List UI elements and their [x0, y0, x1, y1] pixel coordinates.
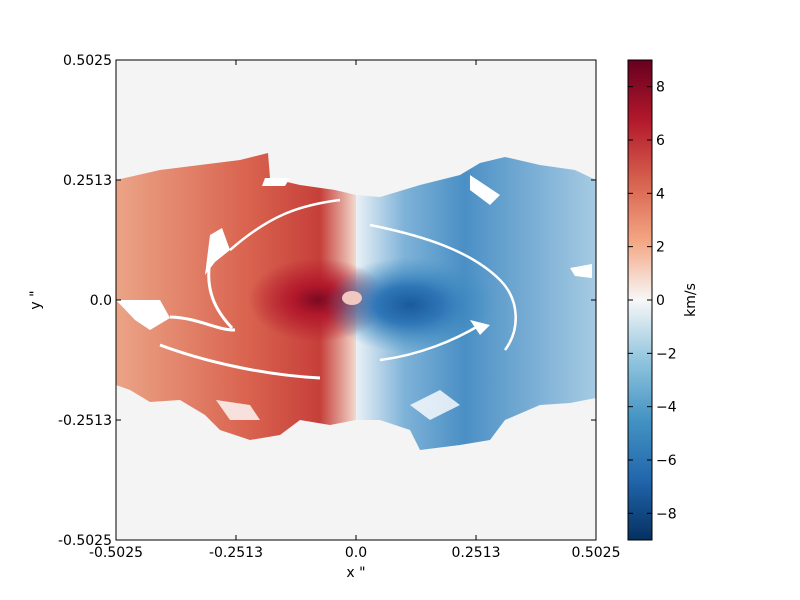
colorbar-ticks: 8 6 4 2 0 −2 −4 −6 −8 [628, 80, 677, 522]
y-tick-label: 0.0 [90, 293, 112, 309]
blueshifted-core [325, 257, 495, 353]
colorbar-tick-label: 0 [656, 293, 665, 309]
x-axis-ticks: -0.5025 -0.2513 0.0 0.2513 0.5025 [89, 60, 621, 561]
x-tick-label: 0.0 [345, 545, 367, 561]
x-axis-label: x " [346, 565, 365, 581]
colorbar-tick-label: −6 [656, 453, 677, 469]
colorbar-tick-label: 4 [656, 186, 665, 202]
y-tick-label: 0.5025 [63, 53, 112, 69]
x-tick-label: 0.2513 [452, 545, 501, 561]
y-tick-label: -0.2513 [58, 413, 112, 429]
redshifted-region [116, 153, 356, 440]
colorbar-tick-label: −8 [656, 506, 677, 522]
y-axis-ticks: -0.5025 -0.2513 0.0 0.2513 0.5025 [58, 53, 596, 549]
y-tick-label: 0.2513 [63, 173, 112, 189]
colorbar-tick-label: 8 [656, 80, 665, 96]
colorbar-tick-label: 6 [656, 133, 665, 149]
y-tick-label: -0.5025 [58, 533, 112, 549]
x-tick-label: -0.5025 [89, 545, 143, 561]
colorbar-tick-label: −4 [656, 400, 677, 416]
x-tick-label: 0.5025 [572, 545, 621, 561]
y-axis-label: y " [28, 290, 44, 309]
colorbar-tick-label: −2 [656, 346, 677, 362]
velocity-field [116, 153, 596, 450]
colorbar-label: km/s [683, 283, 699, 317]
x-tick-label: -0.2513 [209, 545, 263, 561]
colorbar-tick-label: 2 [656, 240, 665, 256]
